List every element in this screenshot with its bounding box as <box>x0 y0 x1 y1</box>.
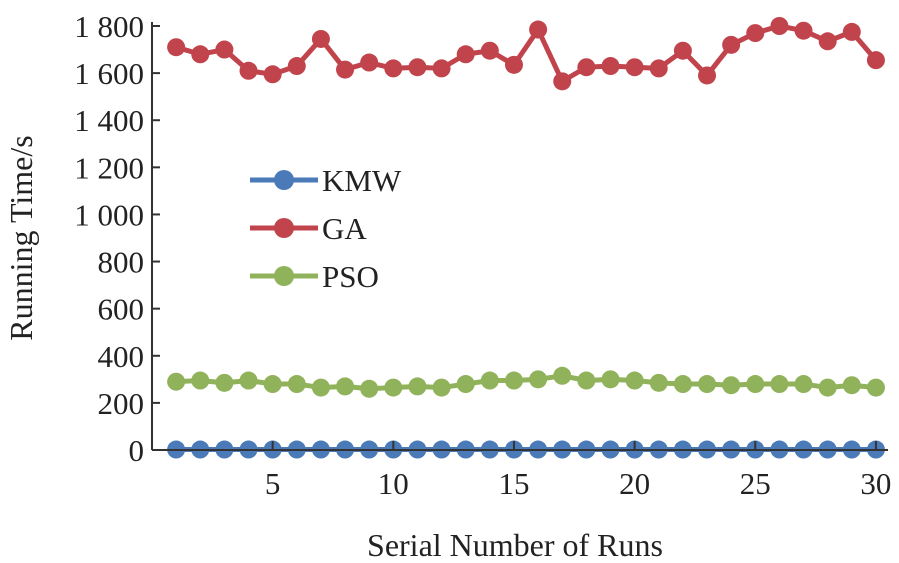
data-point-ga <box>794 21 813 40</box>
data-point-pso <box>553 366 572 385</box>
y-tick-label: 400 <box>98 339 145 374</box>
data-point-ga <box>432 59 451 78</box>
data-point-pso <box>746 375 765 394</box>
data-point-pso <box>239 371 258 390</box>
data-point-ga <box>336 60 355 79</box>
data-point-ga <box>866 51 885 70</box>
data-point-pso <box>529 370 548 389</box>
y-tick-label: 1 400 <box>74 103 144 138</box>
x-tick-label: 10 <box>378 466 409 501</box>
y-tick-label: 600 <box>98 292 145 327</box>
y-ticks: 0 200 400 600 800 1 000 1 200 1 400 1 600 1 800 <box>74 9 160 468</box>
y-tick-label: 1 600 <box>74 56 144 91</box>
data-point-ga <box>504 55 523 74</box>
data-point-ga <box>263 65 282 84</box>
data-point-ga <box>770 17 789 35</box>
y-tick-label: 800 <box>98 245 145 280</box>
data-point-ga <box>649 59 668 78</box>
data-point-ga <box>577 58 596 77</box>
data-point-pso <box>456 375 475 394</box>
data-point-pso <box>818 378 837 397</box>
legend-marker-ga <box>274 218 294 238</box>
series-ga <box>167 17 885 91</box>
legend-label-pso: PSO <box>322 259 379 294</box>
data-point-ga <box>529 20 548 39</box>
data-point-pso <box>432 378 451 397</box>
data-point-ga <box>360 53 379 72</box>
data-point-pso <box>577 371 596 390</box>
y-tick-label: 0 <box>129 433 145 468</box>
x-tick-label: 30 <box>860 466 891 501</box>
data-point-pso <box>287 375 306 394</box>
legend-item-kmw: KMW <box>250 163 402 198</box>
data-point-pso <box>336 377 355 396</box>
series-pso <box>167 366 885 398</box>
x-ticks: 5 10 15 20 25 30 <box>265 441 891 501</box>
data-point-pso <box>167 372 186 391</box>
data-point-pso <box>480 371 499 390</box>
data-point-ga <box>408 58 427 77</box>
legend: KMW GA PSO <box>250 163 402 294</box>
y-tick-label: 1 200 <box>74 150 144 185</box>
data-point-ga <box>553 72 572 91</box>
data-point-pso <box>770 375 789 394</box>
y-axis-title: Running Time/s <box>3 135 39 340</box>
data-point-ga <box>842 22 861 41</box>
data-point-ga <box>287 57 306 76</box>
y-tick-label: 1 800 <box>74 9 144 44</box>
data-point-ga <box>746 24 765 43</box>
data-point-ga <box>215 40 234 59</box>
x-tick-label: 20 <box>619 466 650 501</box>
legend-label-ga: GA <box>322 211 367 246</box>
data-point-pso <box>504 371 523 390</box>
data-point-ga <box>673 41 692 60</box>
data-point-pso <box>649 373 668 392</box>
x-tick-label: 5 <box>265 466 281 501</box>
legend-item-pso: PSO <box>250 259 379 294</box>
data-point-ga <box>311 29 330 48</box>
data-point-pso <box>263 375 282 394</box>
axes-layer <box>151 22 888 451</box>
data-point-pso <box>360 379 379 398</box>
data-point-ga <box>384 59 403 78</box>
data-point-ga <box>167 38 186 57</box>
data-point-ga <box>239 61 258 80</box>
data-point-pso <box>698 375 717 394</box>
legend-item-ga: GA <box>250 211 367 246</box>
data-point-ga <box>191 45 210 64</box>
data-point-ga <box>456 45 475 64</box>
series-layer <box>167 17 885 459</box>
x-tick-label: 15 <box>498 466 529 501</box>
data-point-pso <box>673 375 692 394</box>
x-tick-label: 25 <box>740 466 771 501</box>
legend-label-kmw: KMW <box>322 163 402 198</box>
data-point-ga <box>601 57 620 76</box>
data-point-pso <box>722 376 741 395</box>
y-tick-label: 200 <box>98 386 145 421</box>
data-point-pso <box>866 378 885 397</box>
data-point-pso <box>311 378 330 397</box>
data-point-ga <box>722 35 741 54</box>
data-point-pso <box>842 376 861 395</box>
y-tick-label: 1 000 <box>74 197 144 232</box>
data-point-ga <box>480 41 499 60</box>
data-point-ga <box>698 66 717 85</box>
data-point-pso <box>191 371 210 390</box>
data-point-pso <box>215 373 234 392</box>
data-point-ga <box>625 58 644 77</box>
data-point-pso <box>625 371 644 390</box>
legend-marker-pso <box>274 266 294 286</box>
legend-marker-kmw <box>274 170 294 190</box>
data-point-pso <box>384 378 403 397</box>
data-point-pso <box>794 375 813 394</box>
data-point-pso <box>601 370 620 389</box>
x-axis-title: Serial Number of Runs <box>367 527 663 563</box>
data-point-pso <box>408 377 427 396</box>
data-point-ga <box>818 32 837 51</box>
